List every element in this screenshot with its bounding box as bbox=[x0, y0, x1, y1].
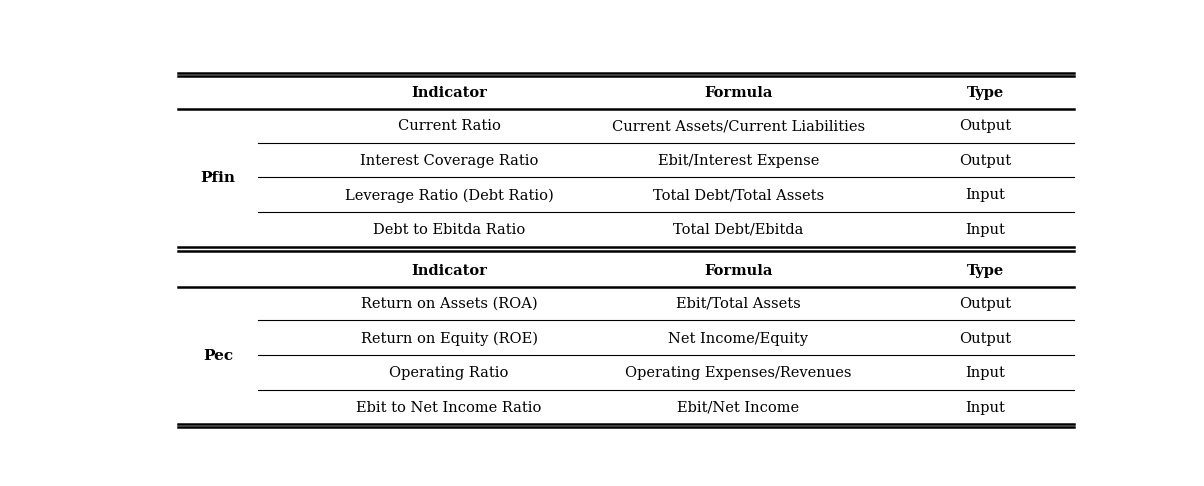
Text: Input: Input bbox=[966, 189, 1005, 202]
Text: Ebit to Net Income Ratio: Ebit to Net Income Ratio bbox=[356, 401, 542, 415]
Text: Input: Input bbox=[966, 223, 1005, 237]
Text: Input: Input bbox=[966, 366, 1005, 380]
Text: Operating Expenses/Revenues: Operating Expenses/Revenues bbox=[625, 366, 851, 380]
Text: Current Ratio: Current Ratio bbox=[397, 119, 501, 133]
Text: Indicator: Indicator bbox=[411, 86, 488, 100]
Text: Output: Output bbox=[960, 119, 1011, 133]
Text: Type: Type bbox=[967, 264, 1004, 278]
Text: Net Income/Equity: Net Income/Equity bbox=[668, 331, 808, 346]
Text: Operating Ratio: Operating Ratio bbox=[389, 366, 509, 380]
Text: Formula: Formula bbox=[704, 264, 773, 278]
Text: Output: Output bbox=[960, 331, 1011, 346]
Text: Interest Coverage Ratio: Interest Coverage Ratio bbox=[360, 154, 538, 168]
Text: Pec: Pec bbox=[203, 349, 234, 363]
Text: Pfin: Pfin bbox=[201, 171, 236, 185]
Text: Output: Output bbox=[960, 297, 1011, 311]
Text: Output: Output bbox=[960, 154, 1011, 168]
Text: Return on Assets (ROA): Return on Assets (ROA) bbox=[361, 297, 537, 311]
Text: Leverage Ratio (Debt Ratio): Leverage Ratio (Debt Ratio) bbox=[344, 188, 554, 203]
Text: Total Debt/Ebitda: Total Debt/Ebitda bbox=[673, 223, 803, 237]
Text: Return on Equity (ROE): Return on Equity (ROE) bbox=[360, 331, 538, 346]
Text: Ebit/Net Income: Ebit/Net Income bbox=[678, 401, 799, 415]
Text: Formula: Formula bbox=[704, 86, 773, 100]
Text: Indicator: Indicator bbox=[411, 264, 488, 278]
Text: Total Debt/Total Assets: Total Debt/Total Assets bbox=[653, 189, 824, 202]
Text: Ebit/Interest Expense: Ebit/Interest Expense bbox=[657, 154, 819, 168]
Text: Debt to Ebitda Ratio: Debt to Ebitda Ratio bbox=[373, 223, 525, 237]
Text: Current Assets/Current Liabilities: Current Assets/Current Liabilities bbox=[612, 119, 864, 133]
Text: Input: Input bbox=[966, 401, 1005, 415]
Text: Type: Type bbox=[967, 86, 1004, 100]
Text: Ebit/Total Assets: Ebit/Total Assets bbox=[675, 297, 801, 311]
